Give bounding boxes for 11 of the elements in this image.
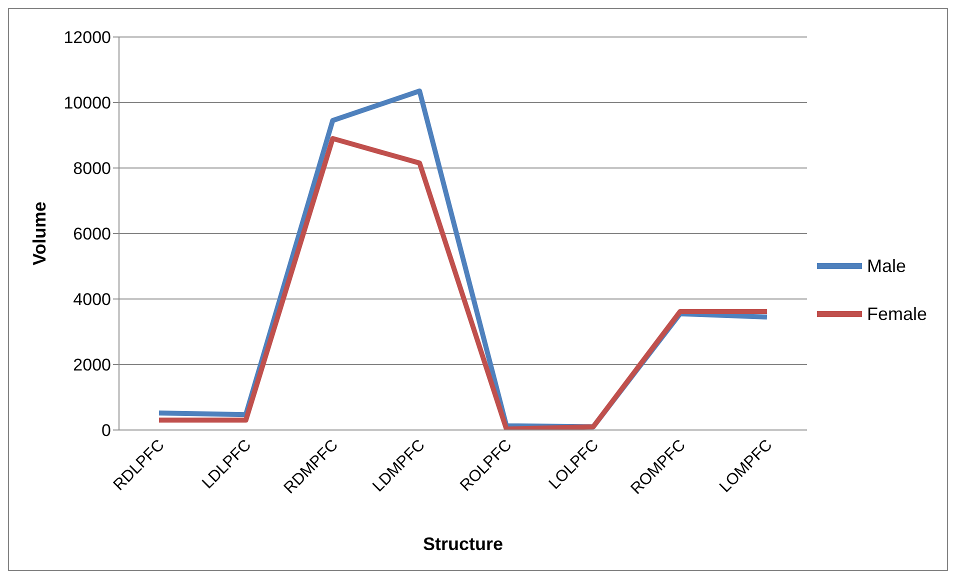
y-tick-label: 8000 <box>73 159 111 178</box>
y-tick-label: 2000 <box>73 356 111 375</box>
y-tick-label: 4000 <box>73 290 111 310</box>
y-axis-title: Volume <box>29 202 50 266</box>
x-axis-title: Structure <box>422 534 503 554</box>
legend-label: Female <box>866 302 927 326</box>
y-tick-label: 12000 <box>64 28 111 48</box>
y-tick-label: 10000 <box>64 94 111 113</box>
legend-label: Male <box>866 254 906 278</box>
y-tick-label: 6000 <box>73 224 111 244</box>
y-tick-label: 0 <box>102 421 111 440</box>
